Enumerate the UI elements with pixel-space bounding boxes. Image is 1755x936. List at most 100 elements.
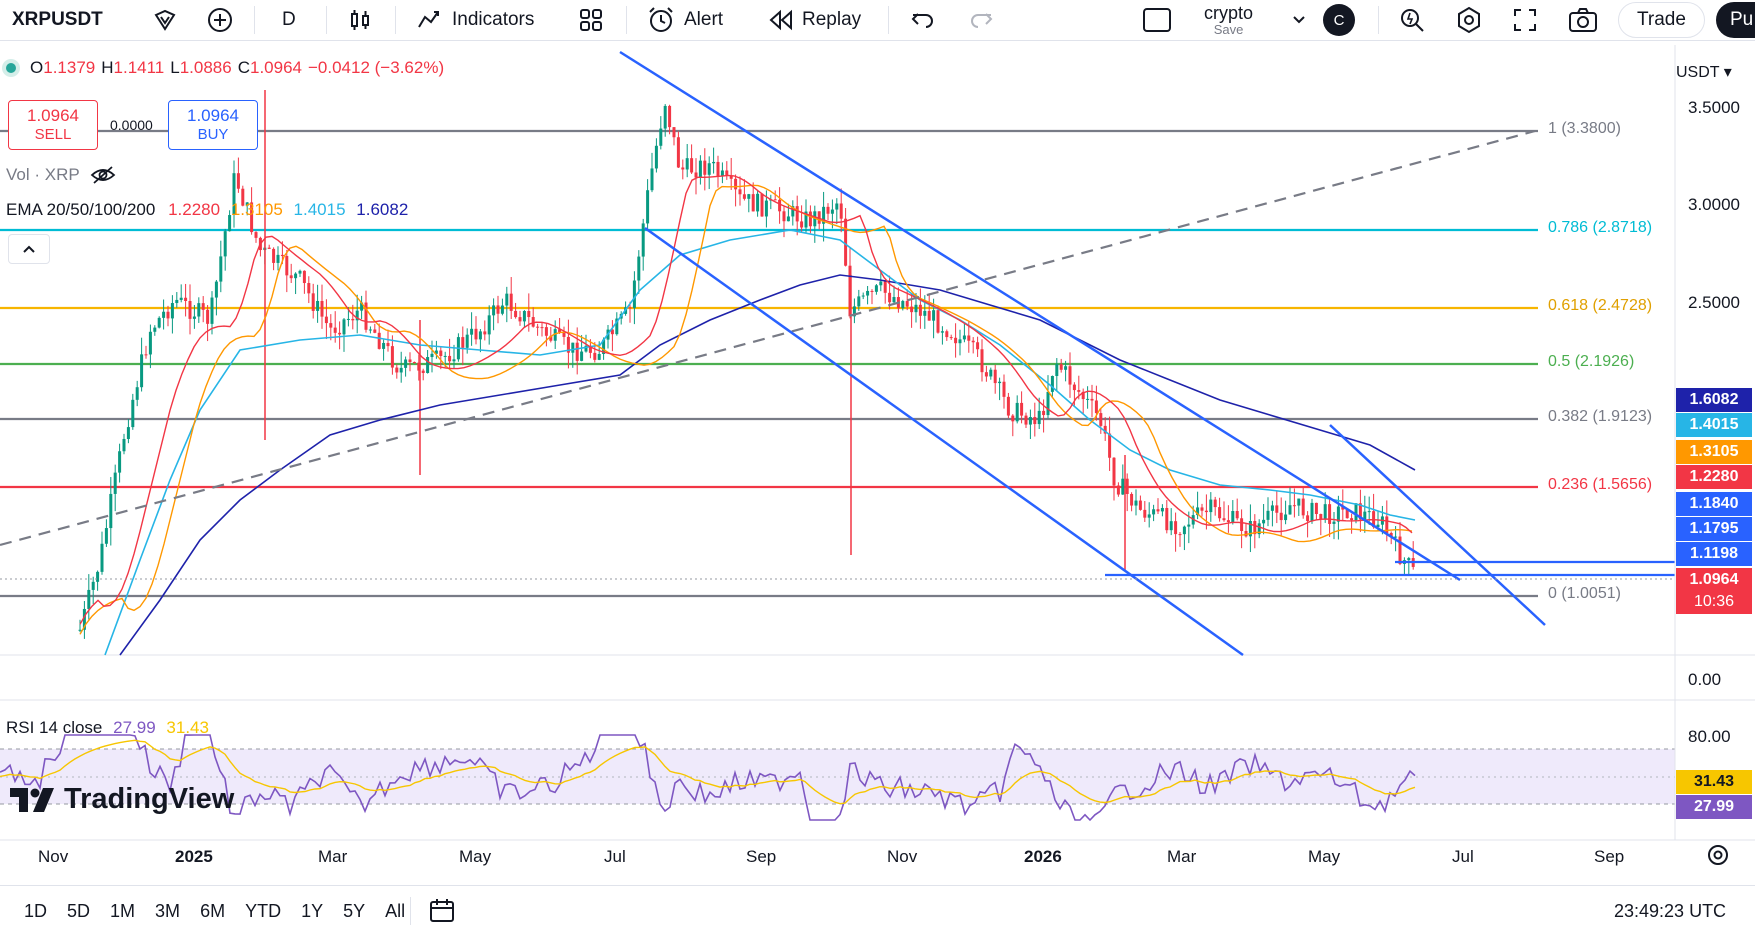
dashed-trendline[interactable] (0, 129, 1536, 547)
candles-icon[interactable] (347, 0, 373, 40)
sell-label: SELL (34, 126, 72, 143)
layout-title: crypto (1204, 2, 1254, 23)
templates-icon[interactable] (578, 0, 604, 40)
axis-settings-icon[interactable] (1706, 843, 1730, 872)
indicators-button[interactable]: Indicators (416, 0, 534, 40)
range-button[interactable]: 1M (110, 900, 136, 921)
volume-legend[interactable]: Vol · XRP (6, 165, 116, 185)
range-button[interactable]: 5D (67, 900, 91, 921)
ema-200-line (119, 274, 1416, 656)
ema-50-value: 1.3105 (230, 200, 283, 219)
ema-100-value: 1.4015 (293, 200, 346, 219)
price-tag: 1.3105 (1676, 440, 1752, 464)
open-value: 1.1379 (43, 58, 96, 77)
rewind-icon (769, 9, 792, 31)
fib-level-label: 1 (3.3800) (1548, 120, 1621, 137)
utc-clock[interactable]: 23:49:23 UTC (1614, 900, 1727, 921)
price-tag: 1.0964 (1676, 568, 1752, 592)
publish-button[interactable]: Pu (1716, 0, 1755, 40)
fib-level-label: 0.618 (2.4728) (1548, 297, 1653, 314)
currency-selector[interactable]: USDT ▾ (1676, 64, 1732, 81)
range-button[interactable]: 6M (200, 900, 226, 921)
range-button[interactable]: All (385, 900, 406, 921)
collapse-legend-button[interactable] (8, 234, 50, 264)
alert-button[interactable]: Alert (646, 0, 723, 40)
price-axis-label: 2.5000 (1688, 293, 1740, 312)
price-tag: 1.1198 (1676, 542, 1752, 566)
range-button[interactable]: 3M (155, 900, 181, 921)
ema-50-line (79, 184, 1413, 635)
price-tag: 1.4015 (1676, 413, 1752, 437)
trade-label: Trade (1618, 2, 1705, 38)
range-selector: 1D 5D 1M 3M 6M YTD 1Y 5Y All (14, 886, 415, 936)
indicators-icon (418, 11, 439, 28)
ema-20-line (79, 174, 1413, 625)
channel-extension-line[interactable] (1329, 424, 1546, 626)
range-button[interactable]: 1D (24, 900, 48, 921)
symbol-search[interactable]: XRPUSDT (12, 0, 103, 40)
trade-button[interactable]: Trade (1618, 0, 1705, 40)
channel-lower-line[interactable] (644, 226, 1244, 657)
range-button[interactable]: 1Y (301, 900, 324, 921)
rsi-axis-label: 80.00 (1688, 727, 1731, 746)
channel-upper-line[interactable] (619, 50, 1461, 582)
close-value: 1.0964 (250, 58, 302, 77)
range-button[interactable]: YTD (245, 900, 282, 921)
rsi-ma-line (0, 739, 1416, 805)
date-range-icon[interactable] (428, 886, 456, 936)
layout-icon[interactable] (1142, 0, 1172, 40)
time-axis-label: Jul (604, 847, 626, 866)
time-axis-label: 2026 (1024, 847, 1062, 866)
price-axis-label: 3.5000 (1688, 98, 1740, 117)
range-button[interactable]: 5Y (343, 900, 366, 921)
time-axis-label: Jul (1452, 847, 1474, 866)
avatar-initial: C (1323, 4, 1355, 36)
fib-level-label: 0.382 (1.9123) (1548, 408, 1653, 425)
time-axis-label: May (1308, 847, 1341, 866)
high-label: H (101, 58, 114, 77)
replay-button[interactable]: Replay (768, 0, 861, 40)
time-axis-label: Nov (38, 847, 69, 866)
fib-level-label: 0 (1.0051) (1548, 585, 1621, 602)
compare-icon[interactable] (152, 0, 178, 40)
time-axis-label: 2025 (175, 847, 213, 866)
interval-selector[interactable]: D (282, 0, 296, 40)
add-symbol-icon[interactable] (206, 0, 234, 40)
ema-200-value: 1.6082 (356, 200, 409, 219)
time-axis-label: Mar (318, 847, 348, 866)
layout-name[interactable]: crypto Save (1204, 0, 1253, 40)
symbol-name: XRPUSDT (12, 9, 103, 30)
tradingview-brand: TradingView (64, 783, 235, 815)
fullscreen-icon[interactable] (1512, 0, 1538, 40)
undo-icon[interactable] (910, 0, 936, 40)
fib-level-label: 0.786 (2.8718) (1548, 219, 1653, 236)
eye-off-icon[interactable] (90, 165, 116, 185)
low-value: 1.0886 (179, 58, 232, 77)
chevron-down-icon[interactable] (1292, 0, 1306, 40)
price-chart[interactable] (0, 45, 1755, 845)
quick-search-icon[interactable] (1398, 0, 1426, 40)
currency-label: USDT (1676, 64, 1720, 81)
time-axis-label: Mar (1167, 847, 1197, 866)
volume-legend-label: Vol · XRP (6, 165, 80, 184)
rsi-legend[interactable]: RSI 14 close 27.99 31.43 (6, 718, 209, 738)
camera-icon[interactable] (1568, 0, 1598, 40)
alert-label: Alert (684, 9, 724, 30)
buy-button[interactable]: 1.0964 BUY (168, 100, 258, 150)
open-label: O (30, 58, 44, 77)
rsi-line (0, 734, 1416, 822)
tradingview-logo[interactable]: TradingView (10, 783, 234, 816)
settings-icon[interactable] (1455, 0, 1483, 40)
publish-label: Pu (1716, 2, 1755, 38)
sell-button[interactable]: 1.0964 SELL (8, 100, 98, 150)
rsi-tag: 27.99 (1676, 795, 1752, 819)
sell-price: 1.0964 (27, 106, 79, 125)
redo-icon[interactable] (968, 0, 994, 40)
ema-legend[interactable]: EMA 20/50/100/200 1.2280 1.3105 1.4015 1… (6, 200, 408, 220)
avatar[interactable]: C (1323, 0, 1355, 40)
spread-value: 0.0000 (110, 117, 153, 133)
time-axis-label: Sep (746, 847, 777, 866)
low-label: L (170, 58, 180, 77)
rsi-ma-value: 31.43 (166, 718, 209, 737)
ema-100-line (104, 229, 1416, 656)
